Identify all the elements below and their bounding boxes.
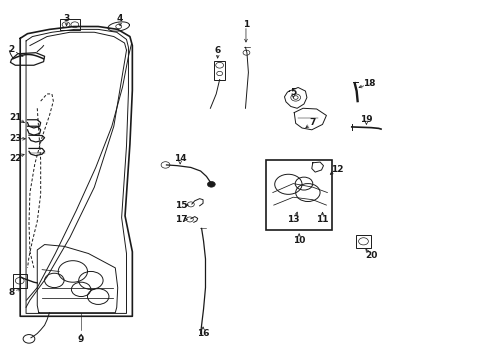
Text: 18: 18 bbox=[362, 79, 374, 88]
Circle shape bbox=[207, 181, 215, 187]
Bar bbox=[13, 274, 26, 288]
Text: 12: 12 bbox=[330, 165, 343, 174]
Text: 14: 14 bbox=[173, 154, 186, 163]
Text: 21: 21 bbox=[9, 113, 21, 122]
Text: 15: 15 bbox=[175, 201, 187, 210]
Text: 11: 11 bbox=[316, 215, 328, 224]
Bar bbox=[60, 19, 80, 30]
Text: 2: 2 bbox=[8, 45, 15, 54]
Text: 10: 10 bbox=[292, 237, 305, 246]
Text: 5: 5 bbox=[289, 87, 296, 96]
Text: 19: 19 bbox=[359, 114, 372, 123]
Text: 16: 16 bbox=[196, 329, 209, 338]
Text: 3: 3 bbox=[63, 14, 69, 23]
Text: 22: 22 bbox=[9, 154, 21, 163]
Text: 20: 20 bbox=[365, 251, 377, 260]
Bar bbox=[266, 160, 331, 230]
Text: 6: 6 bbox=[214, 46, 221, 55]
Text: 8: 8 bbox=[8, 288, 15, 297]
Bar bbox=[214, 61, 224, 80]
Text: 4: 4 bbox=[117, 14, 123, 23]
Text: 7: 7 bbox=[309, 118, 315, 127]
Text: 23: 23 bbox=[9, 134, 21, 143]
Text: 1: 1 bbox=[243, 19, 248, 28]
Text: 17: 17 bbox=[174, 215, 187, 224]
Text: 13: 13 bbox=[286, 215, 299, 224]
Bar bbox=[355, 234, 370, 248]
Text: 9: 9 bbox=[78, 335, 84, 344]
